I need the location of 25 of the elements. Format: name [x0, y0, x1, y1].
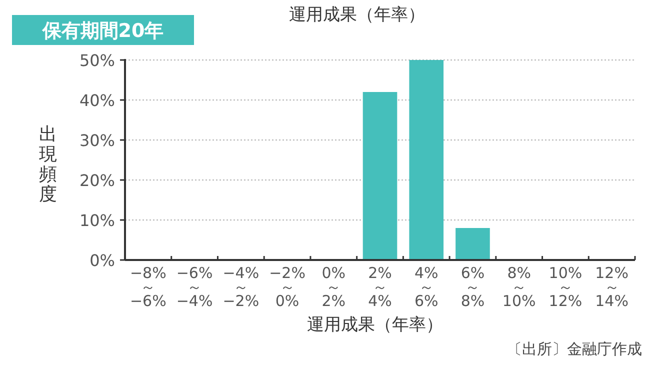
x-tick-label: 8% ～ 10%: [502, 264, 536, 310]
y-tick-label: 50%: [79, 51, 115, 70]
y-tick-label: 40%: [79, 91, 115, 110]
x-tick-label: −2% ～ 0%: [269, 264, 306, 310]
chart-title: 保有期間20年: [41, 20, 164, 42]
y-tick-label: 10%: [79, 211, 115, 230]
y-tick-label: 20%: [79, 171, 115, 190]
x-tick-label: −6% ～ −4%: [176, 264, 213, 310]
bar: [409, 60, 444, 260]
bar: [456, 228, 490, 260]
x-tick-label: 12% ～ 14%: [595, 264, 628, 310]
chart-subtitle: 運用成果（年率）: [289, 5, 425, 25]
y-axis-title: 出現頻度: [39, 124, 57, 205]
x-tick-label: 6% ～ 8%: [460, 264, 485, 310]
x-tick-label: −8% ～ −6%: [130, 264, 166, 310]
x-tick-label: 2% ～ 4%: [368, 264, 392, 310]
x-tick-label: −4% ～ −2%: [222, 264, 260, 310]
x-tick-label: 0% ～ 2%: [322, 264, 346, 310]
x-tick-label: 10% ～ 12%: [548, 264, 582, 310]
bar: [362, 92, 398, 260]
text: 〔出所〕金融庁作成: [507, 340, 642, 358]
y-tick-label: 30%: [79, 131, 115, 150]
x-axis-title: 運用成果（年率）: [307, 315, 443, 335]
x-tick-label: 4% ～ 6%: [414, 264, 438, 310]
y-tick-label: 0%: [90, 251, 115, 270]
